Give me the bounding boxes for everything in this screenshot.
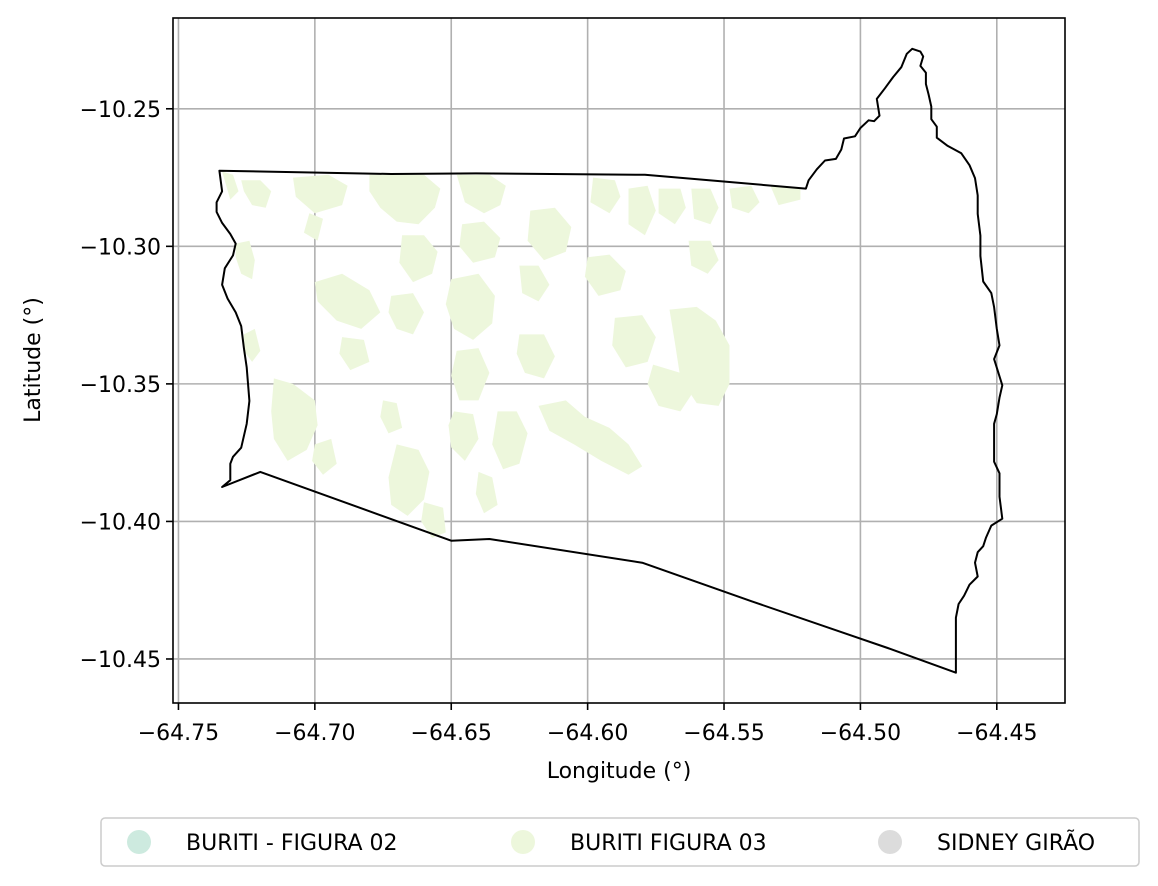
- buriti-figura-03-patch: [729, 185, 760, 214]
- buriti-figura-03-patch: [271, 378, 318, 461]
- buriti-figura-03-patch: [527, 207, 572, 261]
- x-tick-label: −64.60: [547, 721, 628, 746]
- legend-label-sidney-girao: SIDNEY GIRÃO: [937, 829, 1095, 856]
- legend-marker-buriti-figura-02: [127, 830, 151, 854]
- y-axis-ticks: −10.25 −10.30 −10.35 −10.40 −10.45: [80, 98, 173, 673]
- buriti-figura-03-patch: [303, 213, 323, 241]
- y-tick-label: −10.45: [80, 648, 161, 673]
- buriti-figura-03-patch: [584, 254, 626, 296]
- buriti-figura-03-patch: [243, 328, 261, 362]
- axes-frame: [172, 17, 1066, 704]
- buriti-figura-03-patch: [459, 221, 501, 263]
- legend: BURITI - FIGURA 02 BURITI FIGURA 03 SIDN…: [100, 817, 1140, 867]
- buriti-figura-03-patch: [222, 171, 239, 200]
- x-tick-label: −64.70: [274, 721, 355, 746]
- buriti-figura-03-patch: [538, 400, 643, 475]
- x-tick-label: −64.65: [411, 721, 492, 746]
- buriti-figura-03-patch: [241, 180, 272, 208]
- y-tick-label: −10.40: [80, 510, 161, 535]
- buriti-figura-03-patch: [339, 337, 370, 371]
- buriti-figura-03-patch: [369, 174, 441, 225]
- x-tick-label: −64.45: [956, 721, 1037, 746]
- legend-label-buriti-figura-03: BURITI FIGURA 03: [570, 831, 767, 856]
- map-plot-area: [172, 17, 1066, 704]
- legend-label-buriti-figura-02: BURITI - FIGURA 02: [186, 831, 398, 856]
- buriti-figura-03-patch: [421, 502, 446, 538]
- buriti-figura-03-patch: [293, 174, 348, 214]
- buriti-figura-03-patch: [445, 273, 495, 340]
- buriti-figura-03-patch: [475, 471, 498, 514]
- buriti-figura-03-patch: [669, 306, 730, 406]
- buriti-figura-03-patch: [235, 240, 255, 280]
- buriti-figura-03-patch: [456, 174, 506, 214]
- x-tick-label: −64.50: [820, 721, 901, 746]
- buriti-figura-03-patch: [448, 411, 479, 461]
- buriti-figura-03-patch: [590, 177, 621, 214]
- gridlines: [173, 18, 1065, 703]
- buriti-figura-03-patch: [770, 185, 801, 206]
- buriti-figura-03-patch: [399, 235, 438, 283]
- buriti-figura-03-patch: [312, 438, 337, 475]
- x-tick-label: −64.55: [683, 721, 764, 746]
- buriti-figura-03-patches: [222, 171, 801, 538]
- y-tick-label: −10.30: [80, 235, 161, 260]
- legend-marker-sidney-girao: [878, 830, 902, 854]
- buriti-figura-03-patch: [380, 400, 403, 434]
- buriti-figura-03-patch: [451, 348, 490, 401]
- buriti-figura-03-patch: [516, 334, 555, 379]
- municipality-boundary-outline: [215, 47, 1004, 674]
- buriti-figura-03-patch: [519, 265, 550, 302]
- x-axis-title: Longitude (°): [547, 759, 692, 784]
- legend-frame: [100, 817, 1140, 867]
- buriti-figura-03-patch: [492, 411, 528, 470]
- legend-marker-buriti-figura-03: [511, 830, 535, 854]
- buriti-figura-03-patch: [688, 240, 719, 274]
- x-axis-ticks: −64.75 −64.70 −64.65 −64.60 −64.55 −64.50 −64.…: [138, 703, 1038, 746]
- buriti-figura-03-patch: [314, 273, 381, 329]
- x-tick-label: −64.75: [138, 721, 219, 746]
- buriti-figura-03-patch: [612, 315, 656, 368]
- buriti-figura-03-patch: [388, 293, 424, 335]
- y-tick-label: −10.35: [80, 373, 161, 398]
- buriti-figura-03-patch: [691, 188, 719, 225]
- buriti-figura-03-patch: [658, 188, 686, 225]
- buriti-figura-03-patch: [388, 444, 430, 516]
- buriti-figura-03-patch: [628, 185, 656, 236]
- y-tick-label: −10.25: [80, 98, 161, 123]
- y-axis-title: Latitude (°): [21, 297, 46, 423]
